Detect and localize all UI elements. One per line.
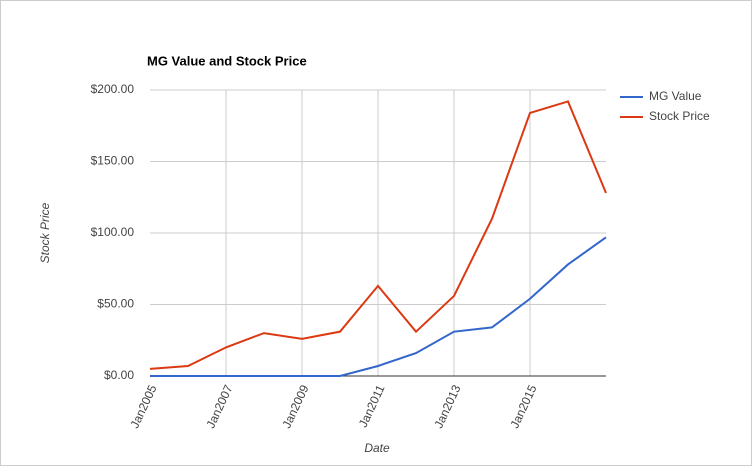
legend-label: Stock Price bbox=[649, 109, 710, 123]
series-line bbox=[149, 100, 607, 370]
y-tick-label: $200.00 bbox=[91, 82, 135, 96]
x-axis-label: Date bbox=[364, 441, 390, 455]
legend-label: MG Value bbox=[649, 89, 702, 103]
series-line bbox=[150, 236, 607, 377]
chart-title: MG Value and Stock Price bbox=[147, 53, 307, 68]
y-axis-label: Stock Price bbox=[38, 202, 52, 263]
y-tick-label: $100.00 bbox=[91, 225, 135, 239]
y-tick-label: $50.00 bbox=[97, 297, 134, 311]
y-tick-label: $0.00 bbox=[104, 368, 134, 382]
y-tick-label: $150.00 bbox=[91, 154, 135, 168]
